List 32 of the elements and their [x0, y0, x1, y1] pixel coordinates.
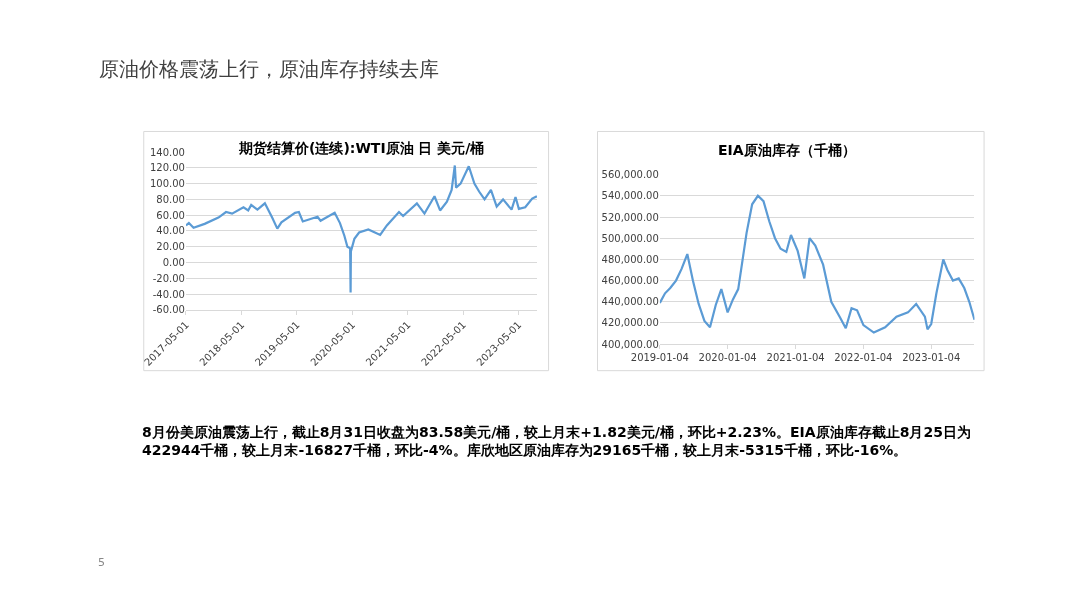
- y-tick-label: 540,000.00: [601, 190, 659, 202]
- chart-title: 期货结算价(连续):WTI原油 日 美元/桶: [238, 140, 485, 156]
- y-tick-label: 520,000.00: [601, 211, 659, 223]
- y-tick-label: 80.00: [156, 193, 185, 205]
- y-tick-label: 20.00: [156, 241, 185, 253]
- y-tick-label: 60.00: [156, 209, 185, 221]
- y-tick-label: 440,000.00: [601, 296, 659, 308]
- x-tick-label: 2022-01-04: [834, 352, 893, 364]
- y-tick-label: 560,000.00: [601, 169, 659, 181]
- y-tick-label: -20.00: [152, 272, 185, 284]
- line-series: [185, 164, 538, 294]
- x-tick-label: 2023-01-04: [902, 352, 961, 364]
- x-tick-label: 2020-01-04: [698, 352, 757, 364]
- line-series: [659, 194, 975, 334]
- y-tick-label: 100.00: [149, 178, 185, 190]
- text: 原油价格震荡上行，原油库存持续去库: [99, 57, 439, 81]
- y-tick-label: 400,000.00: [601, 338, 659, 350]
- y-tick-label: 0.00: [162, 257, 185, 269]
- y-tick-label: 140.00: [149, 146, 185, 158]
- y-tick-label: 40.00: [156, 225, 185, 237]
- chart-title: EIA原油库存（千桶）: [718, 142, 856, 158]
- text: 5: [98, 556, 105, 569]
- y-tick-label: -40.00: [152, 288, 185, 300]
- y-tick-label: 500,000.00: [601, 232, 659, 244]
- y-tick-label: 420,000.00: [601, 317, 659, 329]
- y-tick-label: 120.00: [149, 162, 185, 174]
- y-tick-label: 480,000.00: [601, 253, 659, 265]
- text: 8月份美原油震荡上行，截止8月31日收盘为83.58美元/桶，较上月末+1.82美元/桶，环比+2.23%。EIA原油库存截止8月25日为422944千桶，较上月末-16827千桶，环比-4%。库欣地区原油库存为29165千桶，较上月末-5315千桶，环比-16%。: [142, 424, 971, 459]
- x-tick-label: 2021-01-04: [766, 352, 825, 364]
- y-tick-label: 460,000.00: [601, 275, 659, 287]
- y-tick-label: -60.00: [152, 304, 185, 316]
- x-tick-label: 2019-01-04: [630, 352, 689, 364]
